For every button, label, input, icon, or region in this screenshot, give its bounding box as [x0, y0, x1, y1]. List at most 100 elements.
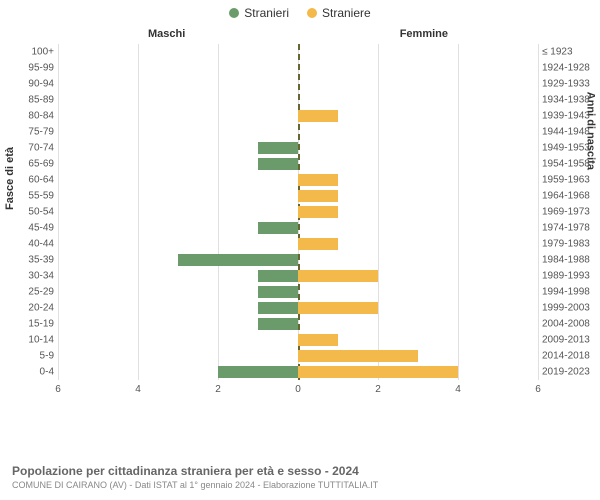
birth-year-label: 1939-1943	[542, 111, 596, 122]
age-label: 45-49	[10, 223, 54, 234]
gridline	[538, 44, 539, 380]
birth-year-label: 1949-1953	[542, 143, 596, 154]
age-label: 60-64	[10, 175, 54, 186]
legend-label-male: Stranieri	[244, 6, 289, 20]
legend-item-female: Straniere	[307, 6, 371, 20]
age-label: 80-84	[10, 111, 54, 122]
age-row: 65-691954-1958	[58, 156, 538, 172]
age-row: 15-192004-2008	[58, 316, 538, 332]
age-row: 55-591964-1968	[58, 188, 538, 204]
age-row: 70-741949-1953	[58, 140, 538, 156]
age-row: 10-142009-2013	[58, 332, 538, 348]
age-label: 15-19	[10, 319, 54, 330]
legend-swatch-female	[307, 8, 317, 18]
age-label: 95-99	[10, 63, 54, 74]
bar-female	[298, 270, 378, 282]
bar-male	[258, 158, 298, 170]
age-label: 40-44	[10, 239, 54, 250]
birth-year-label: 1989-1993	[542, 271, 596, 282]
chart-legend: Stranieri Straniere	[0, 0, 600, 20]
bar-male	[258, 286, 298, 298]
x-tick-label: 2	[215, 384, 221, 400]
bar-male	[258, 318, 298, 330]
age-label: 65-69	[10, 159, 54, 170]
bar-male	[258, 142, 298, 154]
birth-year-label: 1979-1983	[542, 239, 596, 250]
bar-female	[298, 110, 338, 122]
birth-year-label: 1934-1938	[542, 95, 596, 106]
chart-area: Maschi Femmine 100+≤ 192395-991924-19289…	[58, 28, 538, 428]
age-row: 20-241999-2003	[58, 300, 538, 316]
x-tick-label: 4	[135, 384, 141, 400]
age-row: 30-341989-1993	[58, 268, 538, 284]
birth-year-label: 1924-1928	[542, 63, 596, 74]
birth-year-label: 2004-2008	[542, 319, 596, 330]
birth-year-label: 1954-1958	[542, 159, 596, 170]
footer-subtitle: COMUNE DI CAIRANO (AV) - Dati ISTAT al 1…	[12, 480, 588, 490]
x-tick-label: 2	[375, 384, 381, 400]
bar-male	[258, 222, 298, 234]
x-tick-label: 6	[55, 384, 61, 400]
age-row: 5-92014-2018	[58, 348, 538, 364]
age-row: 80-841939-1943	[58, 108, 538, 124]
birth-year-label: 1964-1968	[542, 191, 596, 202]
side-label-male: Maschi	[148, 28, 185, 40]
bar-female	[298, 174, 338, 186]
birth-year-label: 1944-1948	[542, 127, 596, 138]
footer-title: Popolazione per cittadinanza straniera p…	[12, 464, 588, 478]
age-label: 30-34	[10, 271, 54, 282]
legend-item-male: Stranieri	[229, 6, 289, 20]
birth-year-label: 1969-1973	[542, 207, 596, 218]
bar-female	[298, 238, 338, 250]
bar-male	[218, 366, 298, 378]
birth-year-label: ≤ 1923	[542, 47, 596, 58]
bar-male	[178, 254, 298, 266]
age-label: 90-94	[10, 79, 54, 90]
age-row: 50-541969-1973	[58, 204, 538, 220]
age-label: 20-24	[10, 303, 54, 314]
age-label: 35-39	[10, 255, 54, 266]
birth-year-label: 2019-2023	[542, 367, 596, 378]
birth-year-label: 1999-2003	[542, 303, 596, 314]
age-label: 75-79	[10, 127, 54, 138]
age-row: 0-42019-2023	[58, 364, 538, 380]
bar-male	[258, 270, 298, 282]
legend-label-female: Straniere	[322, 6, 371, 20]
age-row: 95-991924-1928	[58, 60, 538, 76]
side-label-female: Femmine	[400, 28, 448, 40]
birth-year-label: 2009-2013	[542, 335, 596, 346]
age-label: 0-4	[10, 367, 54, 378]
chart-footer: Popolazione per cittadinanza straniera p…	[12, 464, 588, 490]
age-row: 40-441979-1983	[58, 236, 538, 252]
plot-region: 100+≤ 192395-991924-192890-941929-193385…	[58, 44, 538, 400]
birth-year-label: 1994-1998	[542, 287, 596, 298]
bar-female	[298, 366, 458, 378]
birth-year-label: 1959-1963	[542, 175, 596, 186]
age-label: 10-14	[10, 335, 54, 346]
age-row: 85-891934-1938	[58, 92, 538, 108]
age-label: 70-74	[10, 143, 54, 154]
age-row: 45-491974-1978	[58, 220, 538, 236]
bar-female	[298, 190, 338, 202]
x-tick-label: 4	[455, 384, 461, 400]
bar-female	[298, 302, 378, 314]
legend-swatch-male	[229, 8, 239, 18]
age-row: 35-391984-1988	[58, 252, 538, 268]
bar-female	[298, 206, 338, 218]
age-row: 90-941929-1933	[58, 76, 538, 92]
x-tick-label: 0	[295, 384, 301, 400]
age-label: 85-89	[10, 95, 54, 106]
age-label: 100+	[10, 47, 54, 58]
age-label: 50-54	[10, 207, 54, 218]
age-row: 75-791944-1948	[58, 124, 538, 140]
age-label: 5-9	[10, 351, 54, 362]
bar-female	[298, 350, 418, 362]
age-row: 25-291994-1998	[58, 284, 538, 300]
birth-year-label: 1974-1978	[542, 223, 596, 234]
age-label: 25-29	[10, 287, 54, 298]
birth-year-label: 1929-1933	[542, 79, 596, 90]
birth-year-label: 2014-2018	[542, 351, 596, 362]
bar-male	[258, 302, 298, 314]
age-row: 60-641959-1963	[58, 172, 538, 188]
age-row: 100+≤ 1923	[58, 44, 538, 60]
